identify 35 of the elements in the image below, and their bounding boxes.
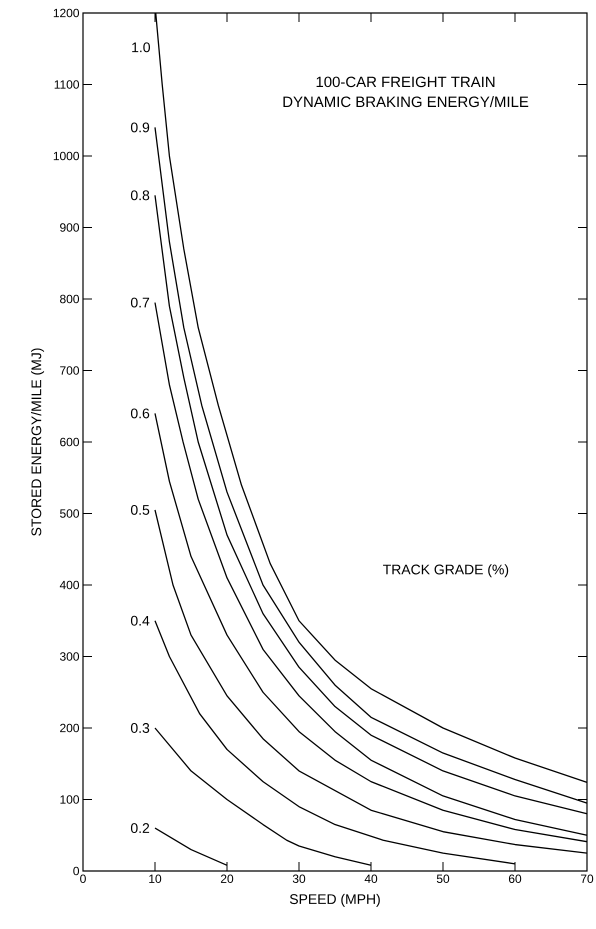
y-tick-label: 800 — [60, 294, 80, 304]
y-tick-label: 1100 — [54, 80, 80, 89]
x-tick-label: 20 — [220, 874, 234, 883]
x-tick-label: 60 — [508, 874, 522, 883]
y-tick-label: 500 — [60, 509, 80, 518]
series-label: 0.8 — [130, 190, 150, 200]
legend-title: TRACK GRADE (%) — [383, 564, 508, 578]
series-label: 0.4 — [130, 616, 150, 626]
y-tick-label: 700 — [60, 366, 80, 375]
y-tick-label: 200 — [60, 724, 80, 732]
text: DYNAMIC BRAKING ENERGY/MILE — [283, 96, 528, 108]
y-tick-label: 100 — [60, 795, 80, 804]
x-tick-label: 0 — [80, 874, 86, 883]
y-tick-label: 400 — [60, 580, 80, 590]
x-tick-label: 40 — [364, 874, 378, 883]
series-label: 1.0 — [132, 42, 150, 52]
x-tick-label: 70 — [580, 874, 594, 883]
x-axis-title: SPEED (MPH) — [290, 894, 380, 907]
y-tick-label: 900 — [60, 223, 80, 232]
y-axis-title: STORED ENERGY/MILE (MJ) — [31, 348, 44, 536]
x-tick-label: 50 — [436, 874, 450, 883]
y-tick-label: 300 — [60, 652, 80, 661]
series-label: 0.9 — [130, 122, 150, 132]
series-label: 0.6 — [130, 408, 150, 418]
series-label: 0.2 — [130, 823, 150, 834]
y-tick-label: 600 — [60, 438, 80, 446]
x-tick-label: 30 — [292, 874, 306, 883]
text: 100-CAR FREIGHT TRAIN — [316, 76, 494, 88]
y-tick-label: 0 — [73, 866, 80, 876]
series-label: 0.3 — [130, 723, 150, 733]
y-tick-label: 1200 — [54, 8, 80, 18]
x-tick-label: 10 — [149, 874, 162, 883]
y-tick-label: 1000 — [54, 152, 80, 160]
series-label: 0.5 — [130, 504, 150, 515]
series-label: 0.7 — [130, 298, 150, 308]
